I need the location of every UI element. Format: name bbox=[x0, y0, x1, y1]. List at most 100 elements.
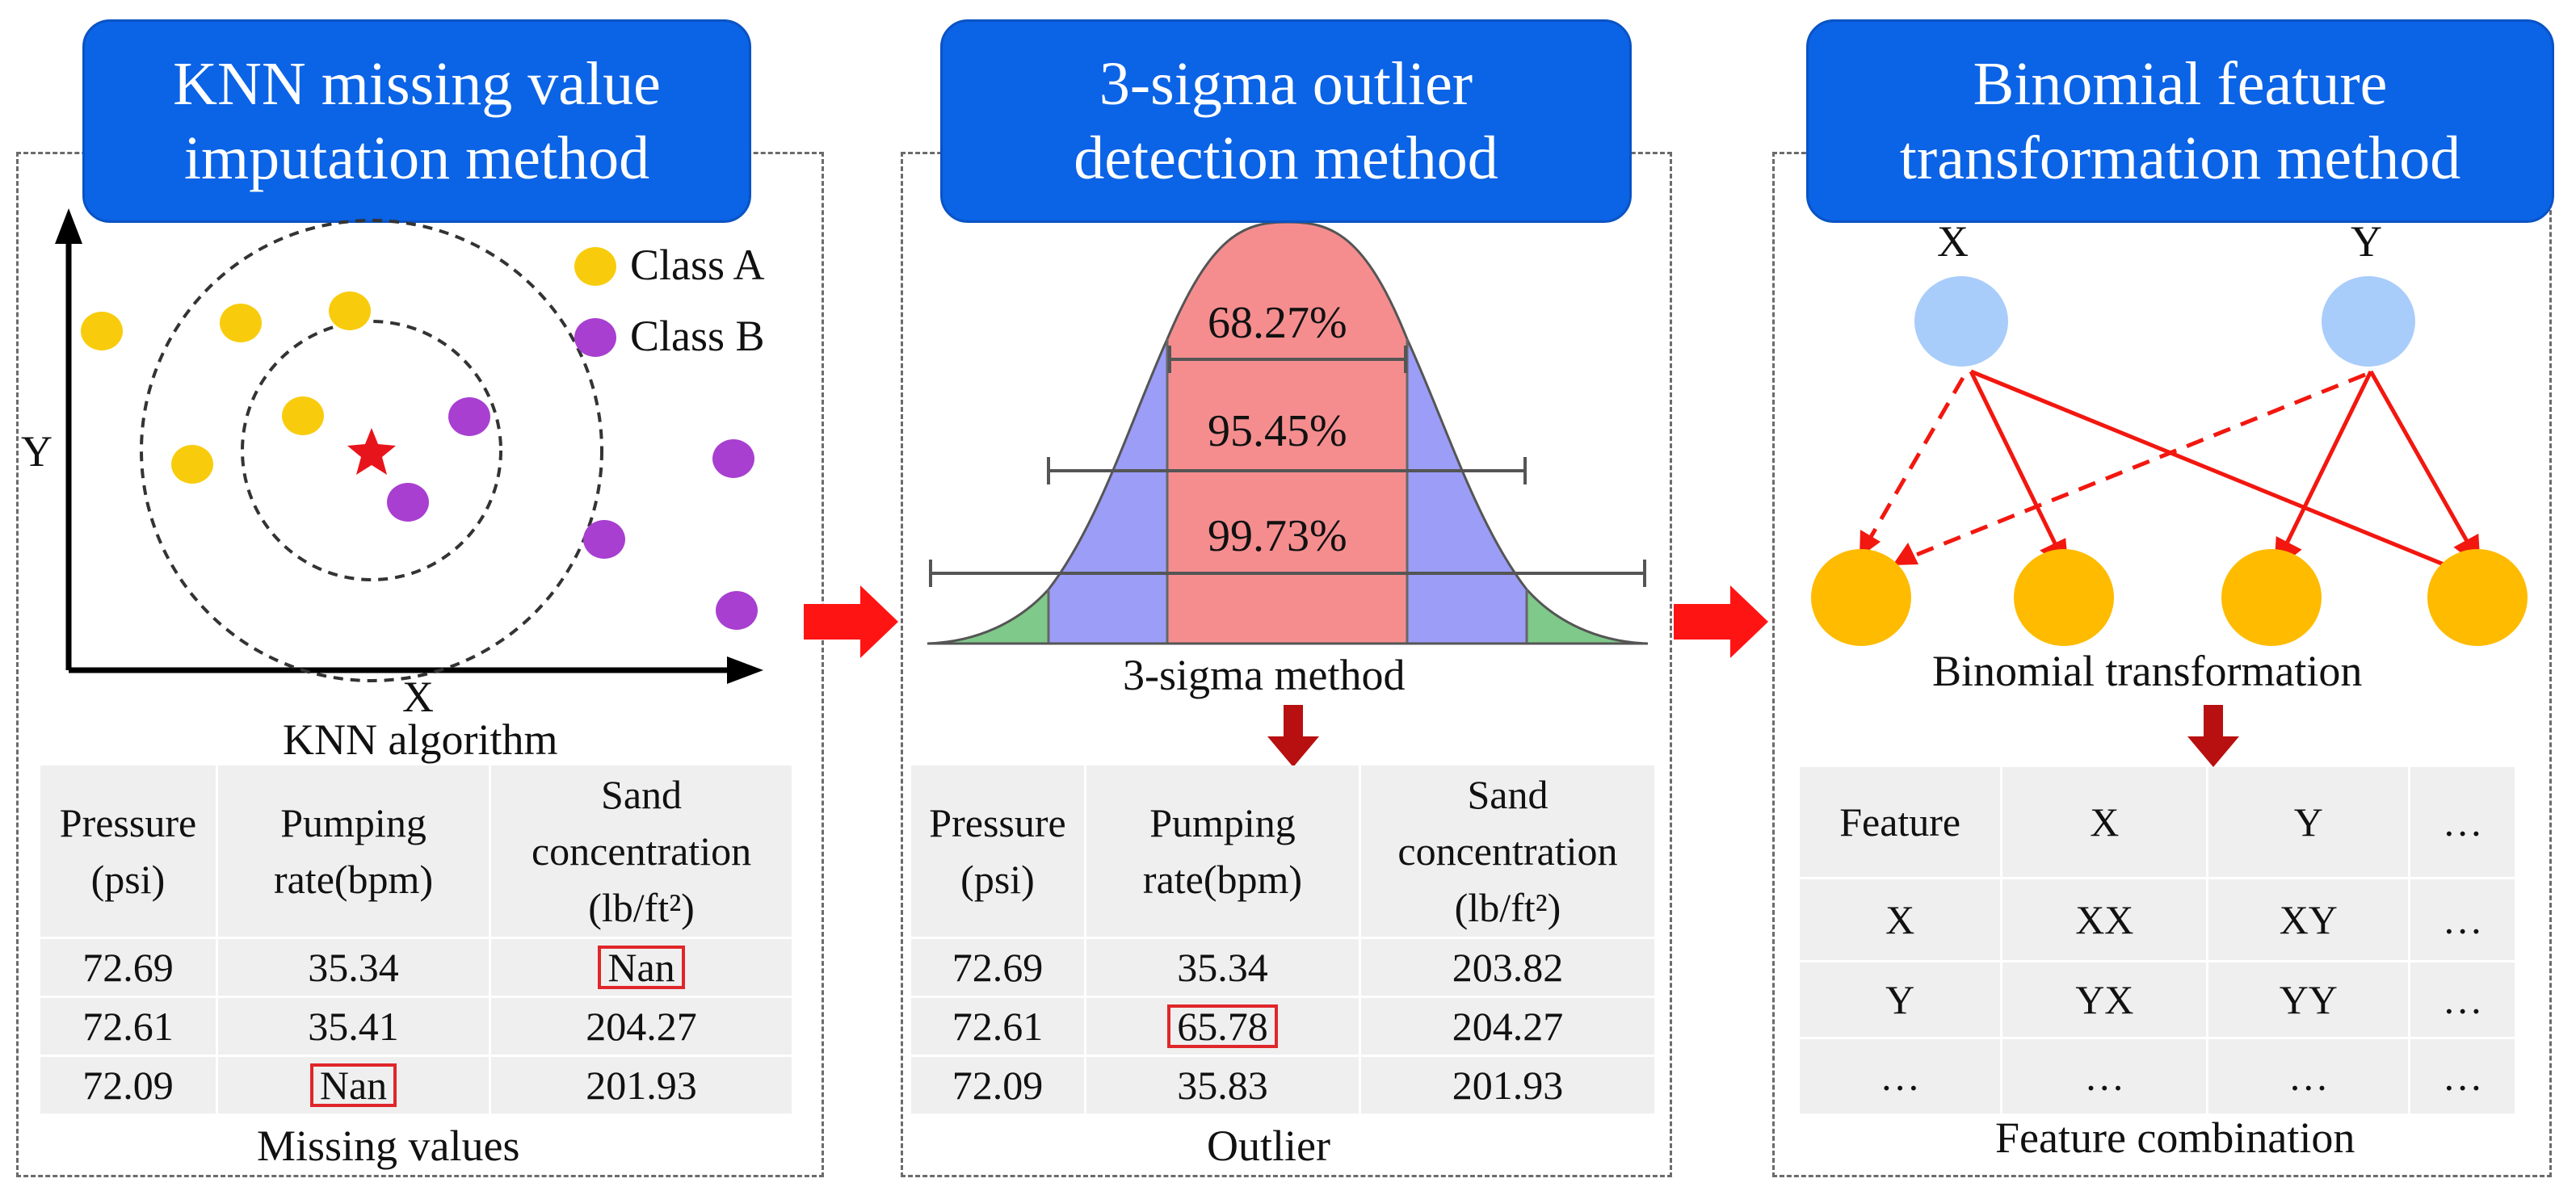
table-cell: 35.41 bbox=[217, 998, 492, 1057]
header-cell: … bbox=[2410, 767, 2515, 879]
table-cell: XX bbox=[2002, 879, 2209, 962]
table-cell: 65.78 bbox=[1086, 998, 1361, 1057]
inner-radius-circle bbox=[241, 320, 502, 581]
header-cell: X bbox=[2002, 767, 2209, 879]
legend-class-a-dot bbox=[574, 247, 616, 286]
class-b-point bbox=[583, 520, 625, 559]
header-cell: Feature bbox=[1800, 767, 2003, 879]
table-row: … … … … bbox=[1800, 1039, 2515, 1116]
sigma-method-caption: 3-sigma method bbox=[1123, 651, 1406, 699]
binomial-title-line1: Binomial feature bbox=[1973, 50, 2388, 118]
binomial-method-caption: Binomial transformation bbox=[1932, 647, 2363, 695]
binomial-network bbox=[1811, 276, 2528, 646]
class-b-point bbox=[448, 397, 490, 436]
bell-mid-right bbox=[1407, 339, 1527, 644]
sigma-title: 3-sigma outlier detection method bbox=[940, 19, 1632, 223]
table-cell: 72.69 bbox=[40, 939, 218, 998]
knn-data-table: Pressure (psi) Pumping rate(bpm) Sand co… bbox=[40, 765, 792, 1116]
table-cell: … bbox=[2410, 962, 2515, 1039]
bell-tail-left bbox=[927, 589, 1048, 644]
pct-68-label: 68.27% bbox=[1208, 298, 1347, 348]
header-cell: Sand concentration (lb/ft²) bbox=[1360, 765, 1654, 939]
binomial-title: Binomial feature transformation method bbox=[1806, 19, 2554, 223]
table-cell: 201.93 bbox=[491, 1057, 792, 1116]
table-cell: 35.34 bbox=[217, 939, 492, 998]
table-row: X XX XY … bbox=[1800, 879, 2515, 962]
missing-value-highlight: Nan bbox=[309, 1063, 397, 1107]
missing-value-highlight: Nan bbox=[598, 946, 685, 989]
legend-class-b-dot bbox=[574, 318, 616, 357]
pct-99-label: 99.73% bbox=[1208, 511, 1347, 561]
table-cell: … bbox=[2410, 1039, 2515, 1116]
down-arrow-2 bbox=[1267, 705, 1319, 767]
class-a-point bbox=[329, 291, 371, 330]
outer-radius-circle bbox=[140, 219, 603, 682]
table-cell: Y bbox=[1800, 962, 2003, 1039]
table-cell: YX bbox=[2002, 962, 2209, 1039]
class-b-point bbox=[716, 591, 758, 630]
class-b-point bbox=[387, 483, 429, 522]
right-arrow-2 bbox=[1674, 585, 1768, 658]
knn-title-line1: KNN missing value bbox=[173, 50, 661, 118]
knn-axes bbox=[55, 208, 763, 684]
bell-mid-left bbox=[1048, 339, 1167, 644]
legend-class-a-label: Class A bbox=[630, 241, 765, 289]
output-node bbox=[2427, 549, 2528, 646]
sigma-title-line2: detection method bbox=[1074, 124, 1498, 192]
bell-curve bbox=[927, 220, 1649, 645]
table-cell: 35.34 bbox=[1086, 939, 1361, 998]
node-y-label: Y bbox=[2351, 217, 2382, 266]
class-a-point bbox=[282, 396, 324, 435]
bell-center bbox=[1167, 222, 1407, 644]
knn-algorithm-caption: KNN algorithm bbox=[283, 715, 558, 764]
table-cell: YY bbox=[2208, 962, 2411, 1039]
table-cell: 201.93 bbox=[1360, 1057, 1654, 1116]
output-node bbox=[2014, 549, 2114, 646]
class-a-point bbox=[171, 445, 213, 484]
interval-bars bbox=[929, 346, 1646, 587]
sigma-data-table: Pressure (psi) Pumping rate(bpm) Sand co… bbox=[911, 765, 1654, 1116]
down-arrow-3 bbox=[2187, 705, 2239, 767]
table-row: 72.61 65.78 204.27 bbox=[911, 998, 1654, 1057]
class-a-point bbox=[81, 312, 123, 350]
binomial-title-line2: transformation method bbox=[1899, 124, 2461, 192]
table-row: 72.61 35.41 204.27 bbox=[40, 998, 792, 1057]
feature-table: Feature X Y … X XX XY … Y YX YY … … … … … bbox=[1800, 767, 2515, 1116]
table-cell: Nan bbox=[491, 939, 792, 998]
table-cell: 203.82 bbox=[1360, 939, 1654, 998]
table-cell: 204.27 bbox=[491, 998, 792, 1057]
outlier-highlight: 65.78 bbox=[1167, 1004, 1278, 1048]
bell-tail-right bbox=[1527, 589, 1648, 644]
table-cell: Nan bbox=[217, 1057, 492, 1116]
table-cell: XY bbox=[2208, 879, 2411, 962]
axis-x-label: X bbox=[402, 673, 434, 721]
table-row: 72.69 35.34 Nan bbox=[40, 939, 792, 998]
right-arrow-1 bbox=[804, 585, 898, 658]
header-cell: Pressure (psi) bbox=[911, 765, 1087, 939]
sigma-title-line1: 3-sigma outlier bbox=[1099, 50, 1473, 118]
table-row: 72.09 35.83 201.93 bbox=[911, 1057, 1654, 1116]
table-cell: 72.61 bbox=[911, 998, 1087, 1057]
header-cell: Pressure (psi) bbox=[40, 765, 218, 939]
header-cell: Pumping rate(bpm) bbox=[217, 765, 492, 939]
table-cell: 72.09 bbox=[911, 1057, 1087, 1116]
table-header-row: Pressure (psi) Pumping rate(bpm) Sand co… bbox=[911, 765, 1654, 939]
table-cell: 72.61 bbox=[40, 998, 218, 1057]
output-node bbox=[1811, 549, 1911, 646]
table-row: 72.69 35.34 203.82 bbox=[911, 939, 1654, 998]
table-cell: … bbox=[1800, 1039, 2003, 1116]
input-node-x bbox=[1914, 276, 2008, 367]
sigma-footer: Outlier bbox=[1207, 1122, 1330, 1170]
knn-title-line2: imputation method bbox=[183, 124, 650, 192]
table-cell: … bbox=[2410, 879, 2515, 962]
knn-footer: Missing values bbox=[257, 1122, 520, 1170]
class-b-points bbox=[387, 397, 758, 630]
pct-95-label: 95.45% bbox=[1208, 406, 1347, 456]
table-cell: … bbox=[2208, 1039, 2411, 1116]
knn-title: KNN missing value imputation method bbox=[82, 19, 751, 223]
output-node bbox=[2221, 549, 2322, 646]
table-row: 72.09 Nan 201.93 bbox=[40, 1057, 792, 1116]
table-cell: … bbox=[2002, 1039, 2209, 1116]
table-header-row: Feature X Y … bbox=[1800, 767, 2515, 879]
